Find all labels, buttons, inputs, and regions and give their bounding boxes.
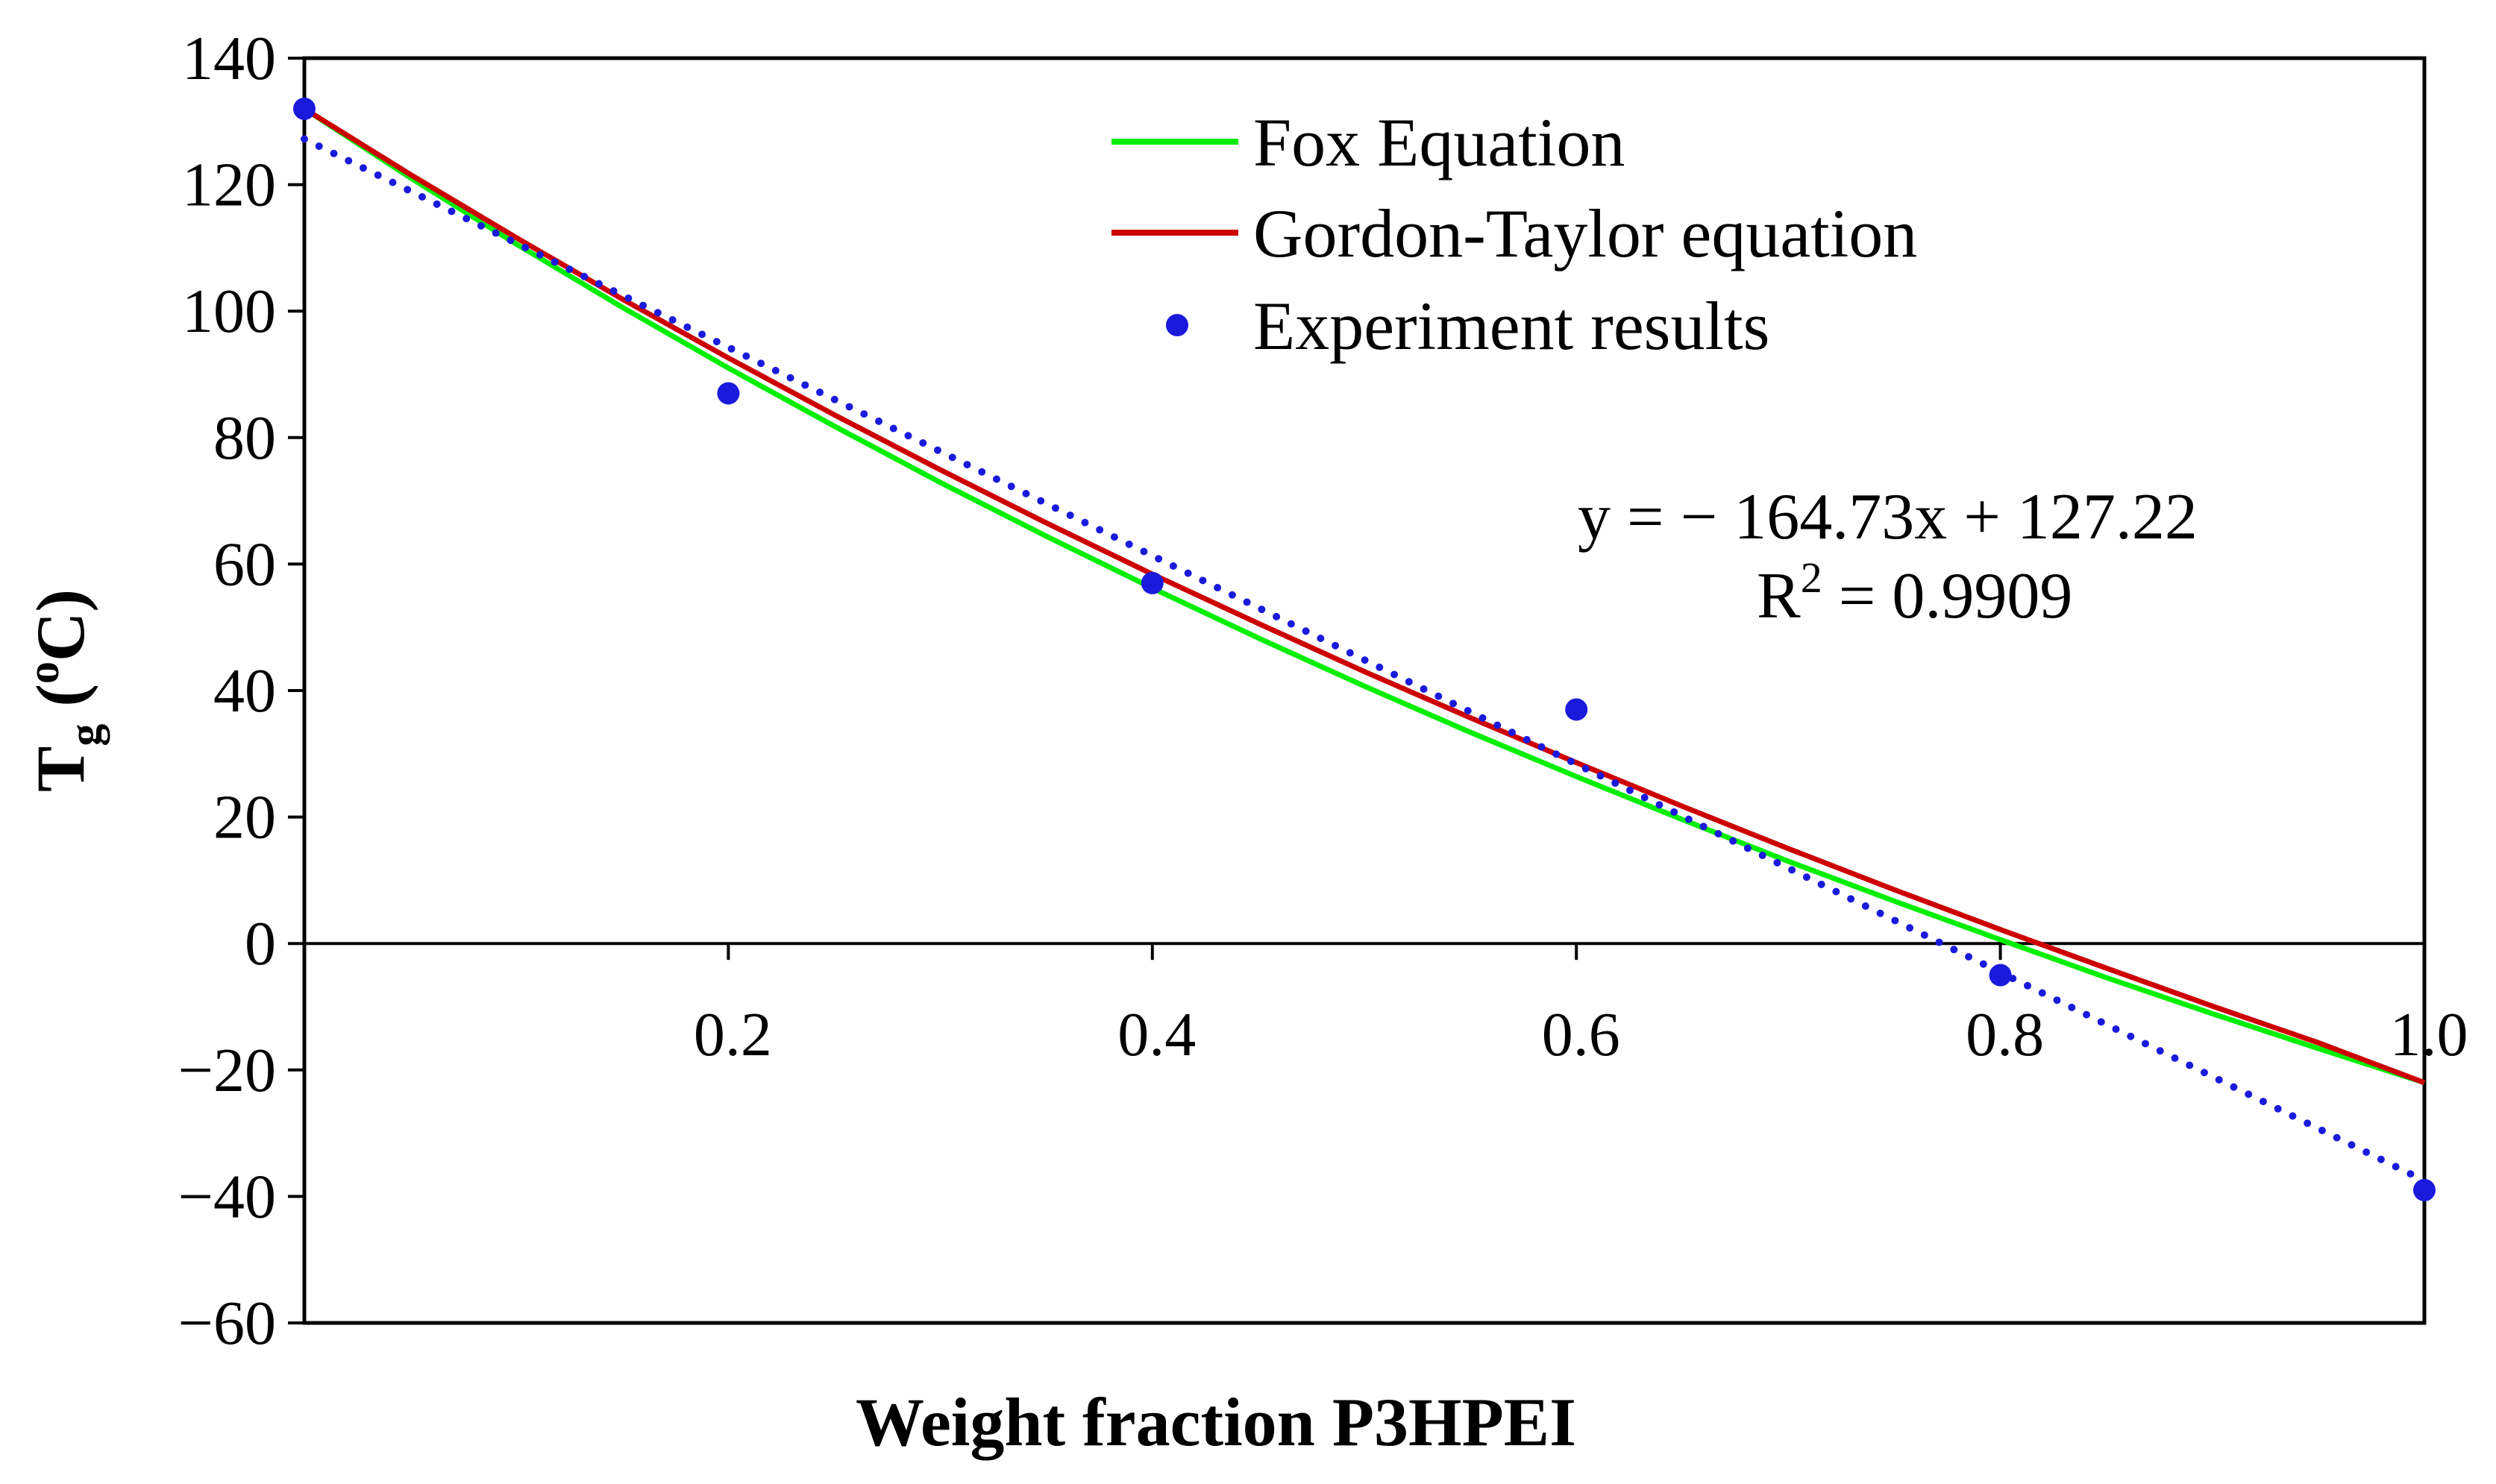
experiment-point (293, 97, 316, 120)
r-squared-label: R2 = 0.9909 (1757, 553, 2072, 632)
legend-experiment-swatch (1166, 314, 1188, 336)
experiment-points (293, 97, 2436, 1201)
x-axis-ticks: 0.2 0.4 0.6 0.8 1.0 (694, 943, 2468, 1069)
gordon-taylor-line (303, 106, 2426, 1086)
experiment-point (1989, 963, 2012, 987)
y-tick-label: −20 (178, 1036, 276, 1105)
x-tick-label: 0.4 (1117, 1000, 1196, 1069)
y-tick-label: −60 (178, 1289, 276, 1358)
y-tick-label: 0 (245, 909, 276, 978)
fox-equation-line (303, 106, 2426, 1086)
experiment-point (717, 382, 740, 405)
y-axis-ticks: 140 120 100 80 60 40 20 0 −20 −40 −60 (178, 24, 304, 1358)
y-tick-label: 60 (213, 529, 276, 599)
experiment-point (1565, 698, 1588, 721)
legend-fox-label: Fox Equation (1253, 104, 1625, 180)
x-axis-title: Weight fraction P3HPEI (856, 1384, 1576, 1460)
x-tick-label: 0.6 (1542, 1000, 1620, 1069)
x-tick-label: 1.0 (2390, 1000, 2468, 1069)
y-tick-label: 100 (182, 277, 276, 346)
legend-gordon-taylor-label: Gordon-Taylor equation (1253, 195, 1917, 271)
plot-area (302, 56, 2427, 1325)
y-tick-label: 120 (182, 151, 276, 220)
y-tick-label: 40 (213, 656, 276, 726)
trendline-equation: y = − 164.73x + 127.22 (1578, 481, 2198, 553)
x-tick-label: 0.2 (694, 1000, 772, 1069)
y-tick-label: 20 (213, 783, 276, 852)
trendline (301, 135, 2428, 1185)
experiment-point (1141, 571, 1164, 594)
legend: Fox Equation Gordon-Taylor equation Expe… (1111, 104, 1917, 364)
y-axis-title: Tg (oC) (19, 589, 110, 792)
x-tick-label: 0.8 (1966, 1000, 2044, 1069)
y-tick-label: 80 (213, 403, 276, 473)
legend-experiment-label: Experiment results (1253, 288, 1769, 364)
y-tick-label: 140 (182, 24, 276, 93)
experiment-point (2413, 1178, 2436, 1201)
y-tick-label: −40 (178, 1162, 276, 1231)
